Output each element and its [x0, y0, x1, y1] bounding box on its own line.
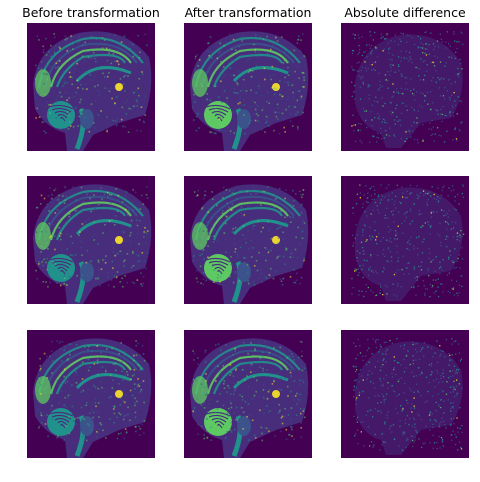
image-after-row-2 — [184, 176, 312, 304]
column-title-before: Before transformation — [22, 5, 160, 20]
image-before-row-2 — [27, 176, 155, 304]
image-before-row-3 — [27, 330, 155, 458]
image-after-row-3 — [184, 330, 312, 458]
image-after-row-1 — [184, 23, 312, 151]
image-difference-row-2 — [341, 176, 469, 304]
column-title-after: After transformation — [184, 5, 312, 20]
column-title-difference: Absolute difference — [344, 5, 466, 20]
image-before-row-1 — [27, 23, 155, 151]
image-difference-row-1 — [341, 23, 469, 151]
image-difference-row-3 — [341, 330, 469, 458]
